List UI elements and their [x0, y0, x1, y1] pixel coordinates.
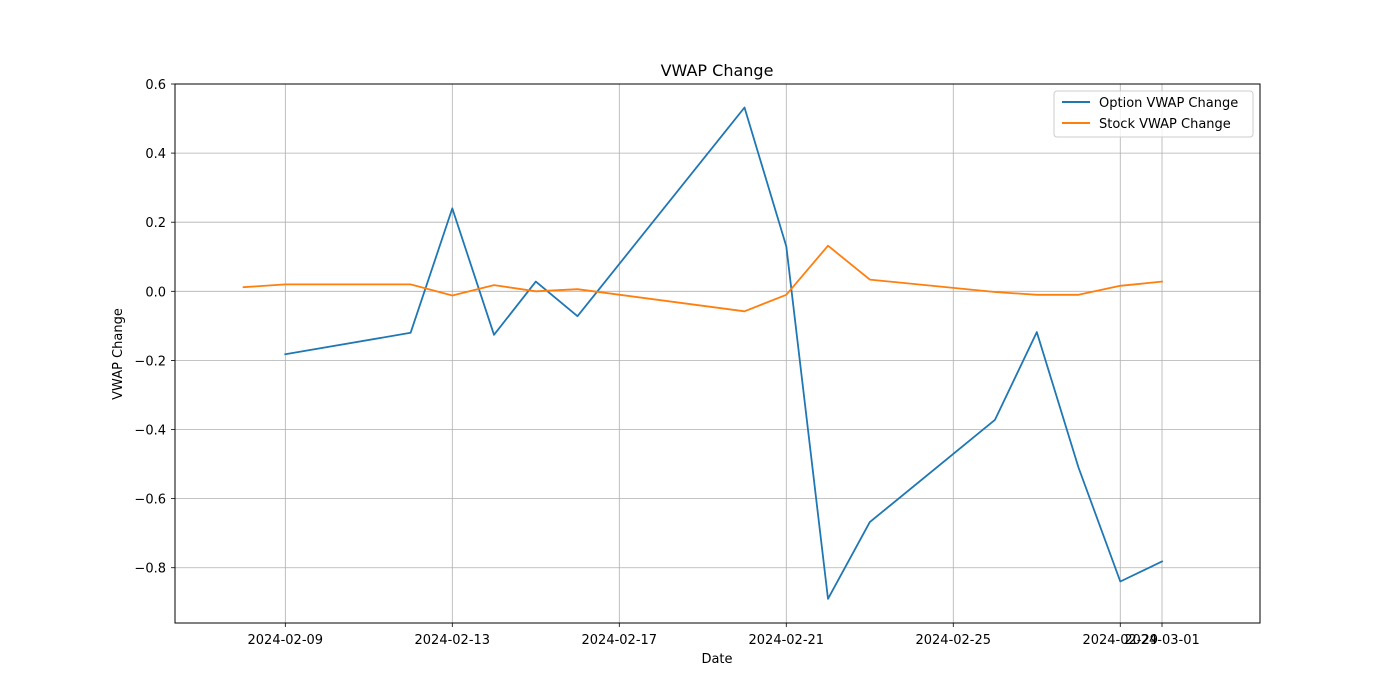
series-line-option-vwap-change — [284, 106, 1164, 600]
series-option-vwap-change — [284, 106, 1164, 600]
x-tick-label-2024-02-25: 2024-02-25 — [915, 633, 991, 648]
chart-title: VWAP Change — [661, 61, 774, 80]
y-tick-label-7: −0.8 — [134, 562, 166, 577]
x-tick-label-2024-02-09: 2024-02-09 — [248, 633, 324, 648]
x-axis-title: Date — [701, 652, 732, 667]
legend-label-stock-vwap-change: Stock VWAP Change — [1099, 117, 1231, 132]
x-tick-label-2024-02-17: 2024-02-17 — [582, 633, 658, 648]
y-tick-label-6: −0.6 — [134, 493, 166, 508]
series-line-stock-vwap-change — [242, 244, 1163, 313]
series-layer — [242, 106, 1164, 600]
y-tick-label-0: 0.6 — [145, 78, 166, 93]
x-tick-label-2024-03-01: 2024-03-01 — [1124, 633, 1200, 648]
y-axis-title: VWAP Change — [111, 308, 126, 400]
y-tick-label-4: −0.2 — [134, 354, 166, 369]
y-tick-label-5: −0.4 — [134, 424, 166, 439]
x-tick-label-2024-02-21: 2024-02-21 — [749, 633, 825, 648]
y-axis: 0.6 0.4 0.2 0.0 −0.2 −0.4 −0.6 −0.8 — [134, 78, 175, 577]
legend: Option VWAP Change Stock VWAP Change — [1053, 90, 1254, 138]
y-tick-label-1: 0.4 — [145, 147, 166, 162]
legend-label-option-vwap-change: Option VWAP Change — [1099, 96, 1238, 111]
y-tick-label-2: 0.2 — [145, 216, 166, 231]
series-stock-vwap-change — [242, 244, 1163, 313]
plot-frame — [174, 83, 1261, 624]
x-tick-label-2024-02-13: 2024-02-13 — [415, 633, 491, 648]
x-axis: 2024-02-09 2024-02-13 2024-02-17 2024-02-21… — [248, 623, 1200, 648]
legend-box — [1053, 90, 1254, 138]
x-tick-label-2024-02-29: 2024-02-29 — [1082, 633, 1158, 648]
y-tick-label-3: 0.0 — [145, 285, 166, 300]
